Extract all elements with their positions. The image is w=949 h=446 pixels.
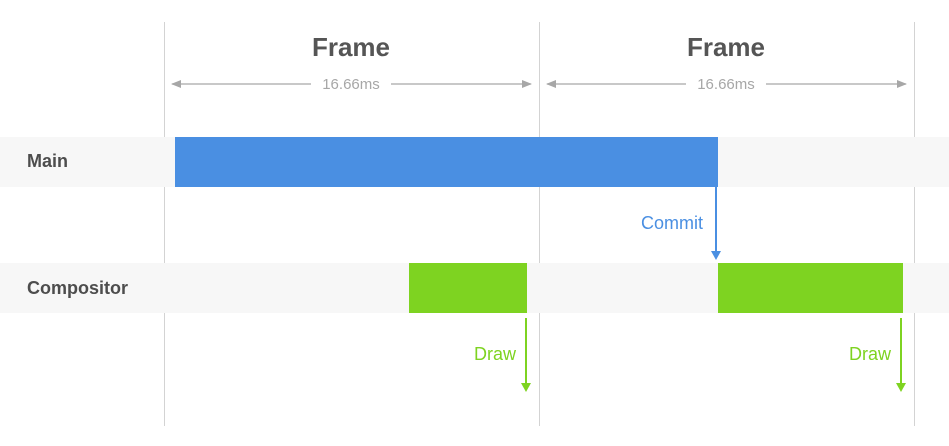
draw-label-2: Draw — [849, 344, 892, 364]
draw-arrow-1 — [521, 318, 531, 392]
draw-label-1: Draw — [474, 344, 517, 364]
frame-boundary-line-3 — [914, 22, 915, 426]
main-thread-bar — [175, 137, 718, 187]
frame-title-1: Frame — [311, 32, 391, 62]
draw-arrow-2 — [896, 318, 906, 392]
main-lane-label: Main — [27, 151, 69, 171]
compositor-draw-bar-1 — [409, 263, 527, 313]
compositor-draw-bar-2 — [718, 263, 903, 313]
frame-title-2: Frame — [686, 32, 766, 62]
commit-arrow — [711, 187, 721, 260]
frame-2-duration: 16.66ms — [686, 77, 766, 93]
frame-1-duration: 16.66ms — [311, 77, 391, 93]
frame-boundary-line-1 — [164, 22, 165, 426]
compositor-lane-label: Compositor — [27, 278, 128, 298]
frame-boundary-line-2 — [539, 22, 540, 426]
commit-label: Commit — [641, 213, 703, 233]
